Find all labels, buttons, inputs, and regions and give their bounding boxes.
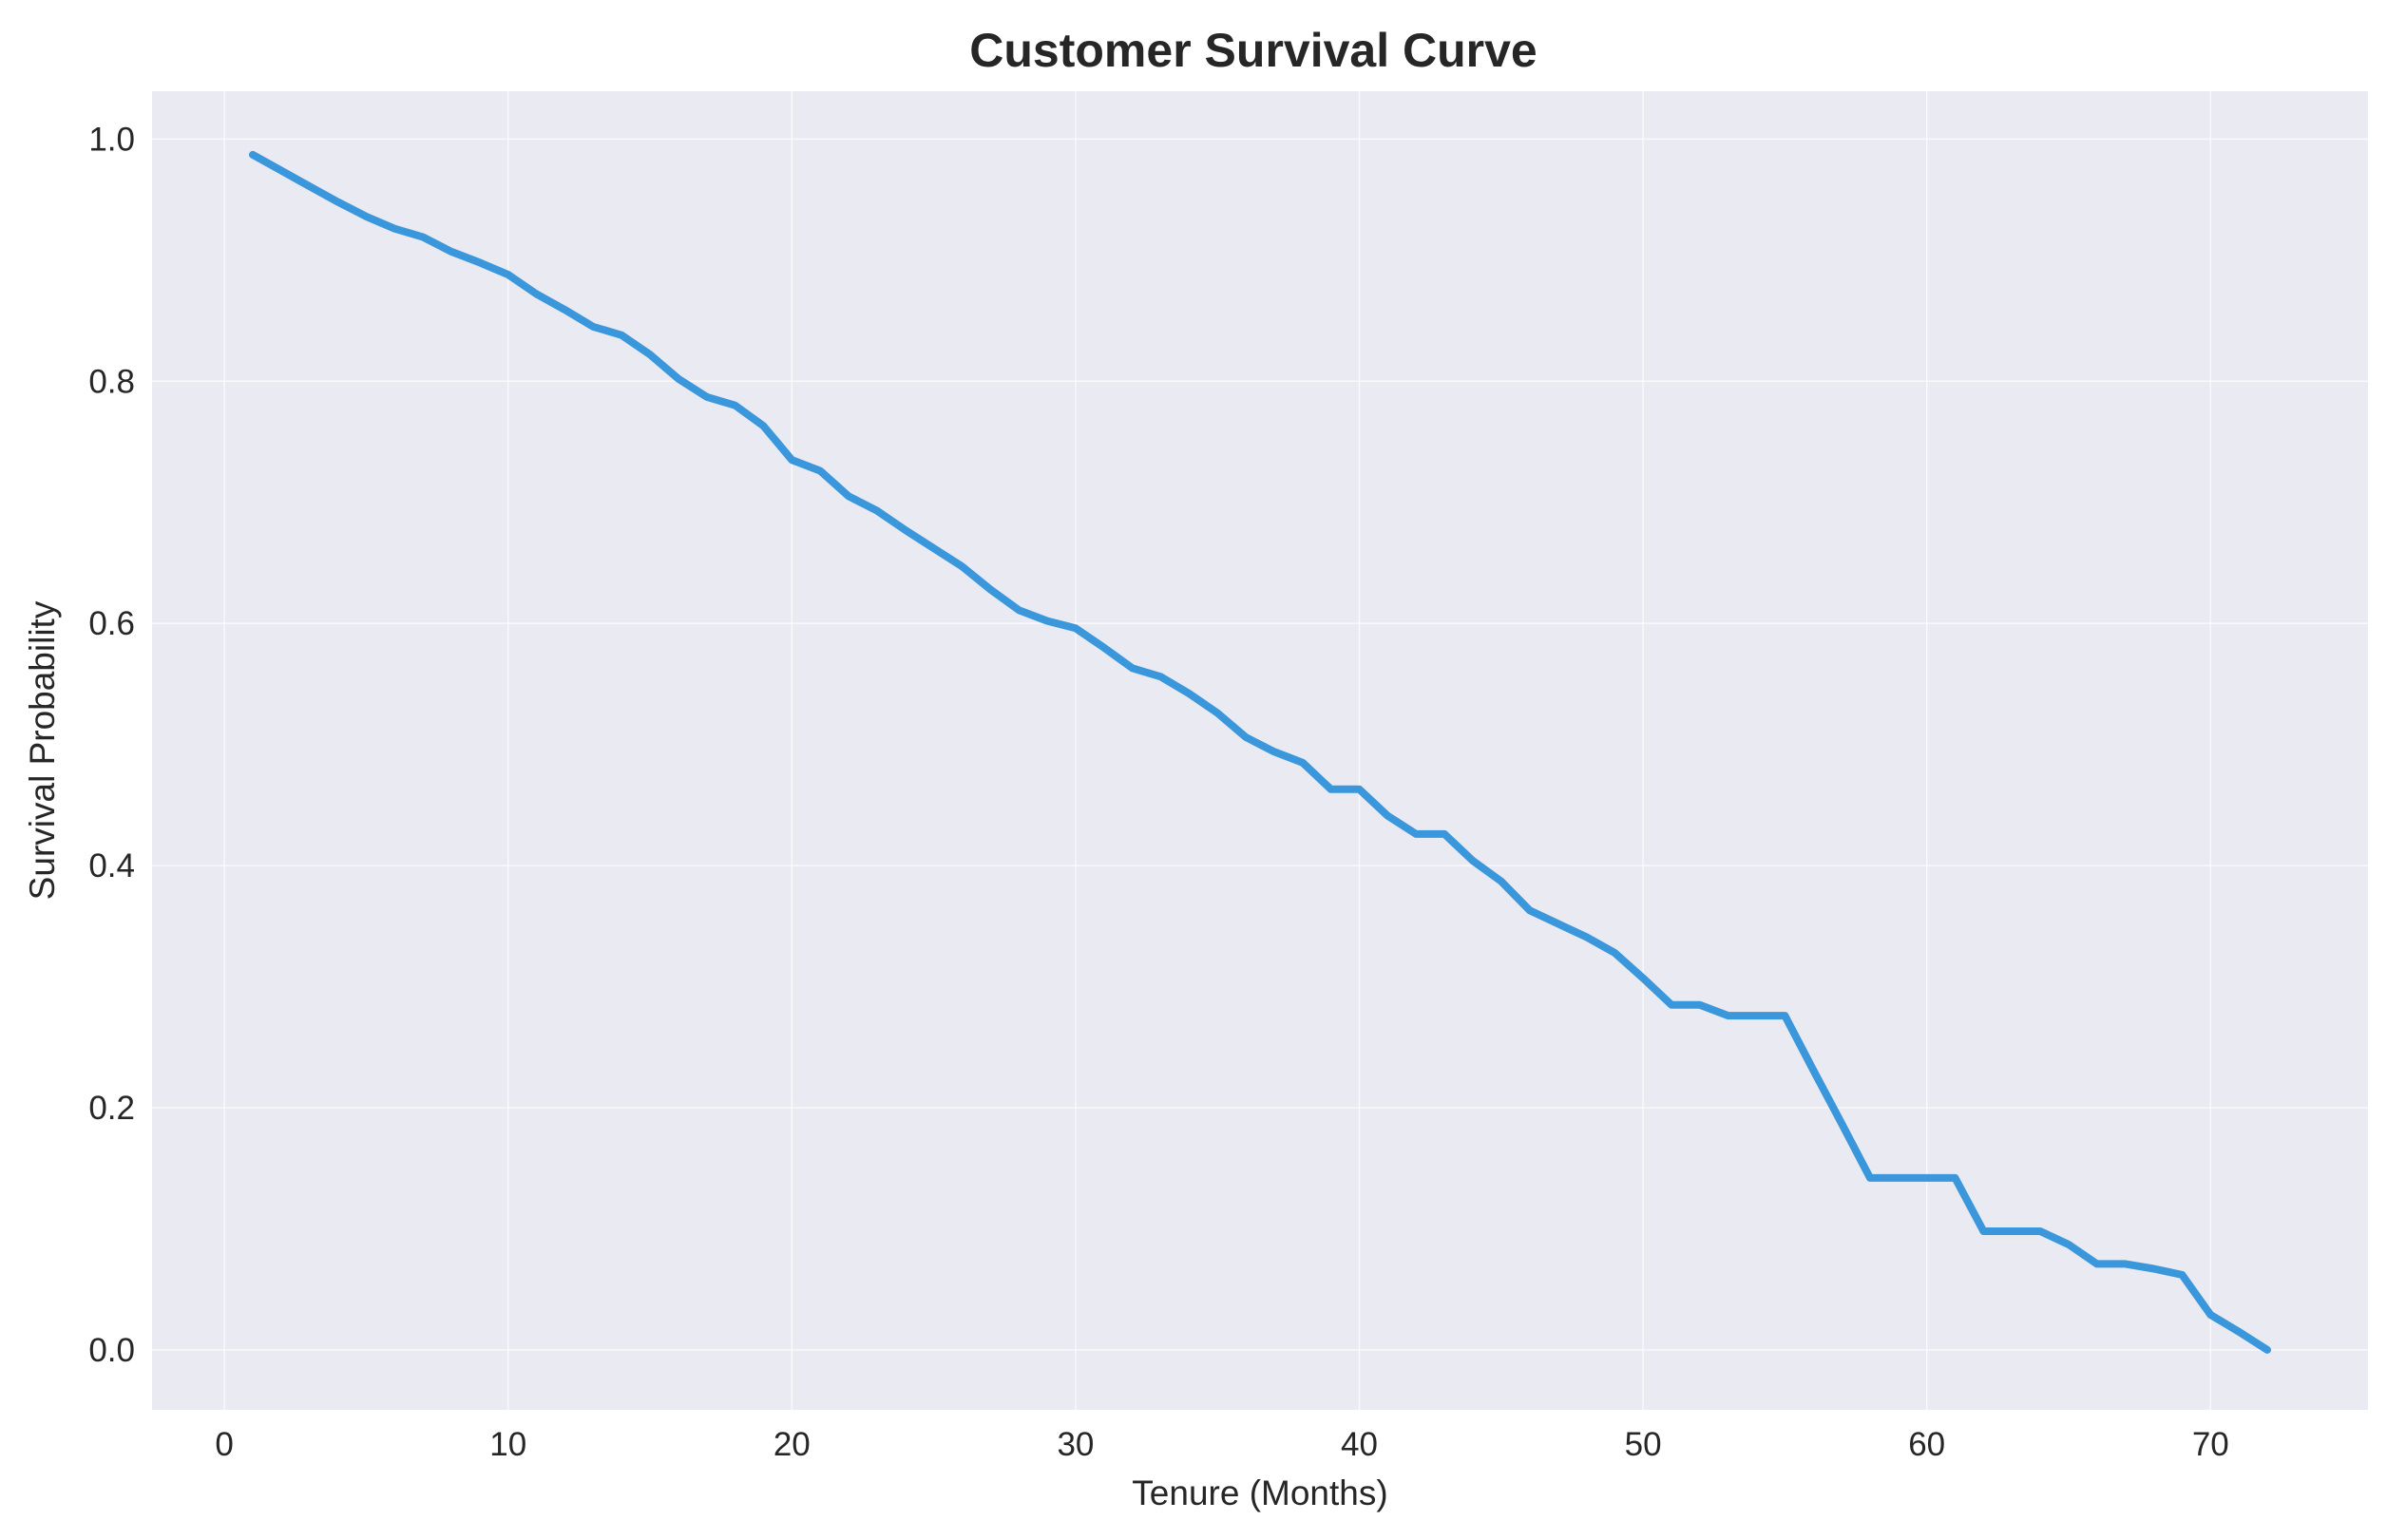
x-tick-label: 60	[1908, 1426, 1945, 1463]
y-tick-label: 0.6	[88, 605, 135, 642]
x-tick-label: 0	[215, 1426, 233, 1463]
y-tick-label: 0.8	[88, 363, 135, 400]
x-tick-label: 10	[489, 1426, 526, 1463]
y-axis-ticks: 0.0 0.2 0.4 0.6 0.8 1.0	[88, 121, 135, 1369]
x-tick-label: 40	[1341, 1426, 1378, 1463]
chart-title: Customer Survival Curve	[969, 24, 1537, 77]
x-tick-label: 50	[1625, 1426, 1662, 1463]
survival-line	[249, 150, 2271, 1354]
x-axis-label: Tenure (Months)	[1132, 1473, 1387, 1512]
y-tick-label: 0.0	[88, 1332, 135, 1369]
grid	[152, 91, 2368, 1410]
y-tick-label: 0.2	[88, 1090, 135, 1127]
x-tick-label: 70	[2192, 1426, 2229, 1463]
x-axis-ticks: 0 10 20 30 40 50 60 70	[215, 1426, 2228, 1463]
x-tick-label: 20	[773, 1426, 811, 1463]
y-tick-label: 0.4	[88, 847, 135, 884]
plot-area	[152, 91, 2368, 1410]
y-tick-label: 1.0	[88, 121, 135, 158]
line-layer	[249, 150, 2271, 1354]
y-axis-label: Survival Probability	[23, 600, 62, 900]
x-tick-label: 30	[1057, 1426, 1094, 1463]
